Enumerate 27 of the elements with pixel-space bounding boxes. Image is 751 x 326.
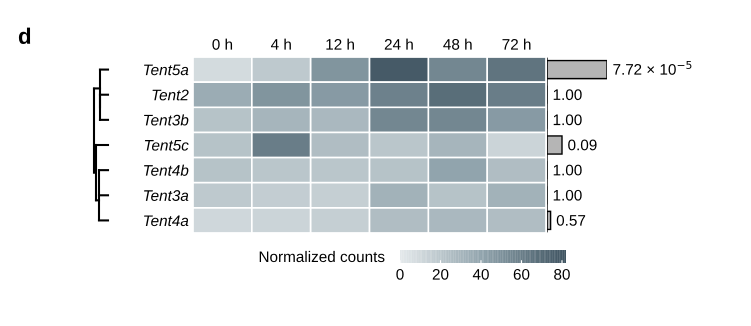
color-bar-label: 60 — [514, 268, 530, 280]
x-tick-label: 0 h — [212, 38, 232, 50]
y-tick-label: Tent4a — [144, 215, 188, 226]
text: d — [18, 28, 30, 44]
y-tick-label: Tent5a — [144, 64, 188, 76]
y-tick-label: Tent2 — [152, 90, 189, 100]
annotation: 0.57 — [556, 214, 586, 226]
y-tick-label: Tent3b — [144, 114, 188, 126]
annotation: 1.00 — [554, 89, 582, 100]
x-tick-label: 48 h — [443, 38, 472, 50]
annotation: 1.00 — [554, 190, 582, 201]
color-bar-label: 0 — [396, 268, 404, 280]
color-bar-title: Normalized counts — [260, 250, 384, 262]
x-tick-label: 24 h — [384, 38, 413, 50]
annotation: 0.09 — [568, 140, 597, 150]
y-tick-label: Tent5c — [144, 140, 189, 151]
annotation: 1.00 — [554, 114, 582, 126]
color-bar-label: 20 — [432, 268, 448, 280]
y-tick-label: Tent3a — [144, 190, 188, 201]
color-bar-label: 80 — [554, 268, 570, 280]
x-tick-label: 72 h — [502, 38, 530, 50]
text: 7.72 × 10$^{−5}$ — [613, 61, 692, 75]
annotation: 1.00 — [554, 164, 582, 176]
color-bar-label: 40 — [472, 268, 489, 280]
x-tick-label: 12 h — [326, 38, 354, 50]
x-tick-label: 4 h — [270, 38, 291, 50]
y-tick-label: Tent4b — [144, 164, 188, 176]
